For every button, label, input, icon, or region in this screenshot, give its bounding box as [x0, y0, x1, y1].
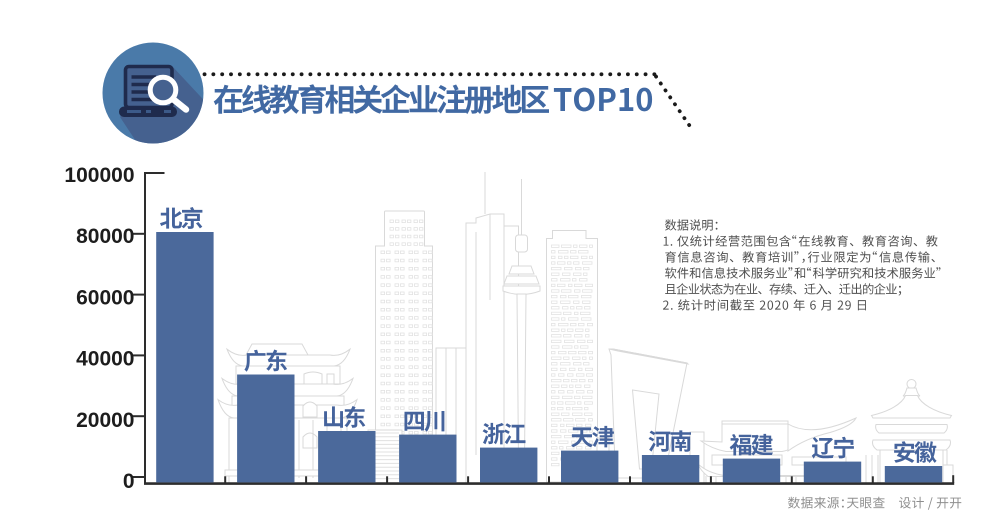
- svg-text:80000: 80000: [76, 225, 134, 248]
- svg-text:40000: 40000: [76, 348, 134, 371]
- svg-text:100000: 100000: [64, 164, 134, 187]
- svg-text:60000: 60000: [76, 286, 134, 309]
- svg-text:0: 0: [123, 470, 135, 493]
- svg-text:20000: 20000: [76, 409, 134, 432]
